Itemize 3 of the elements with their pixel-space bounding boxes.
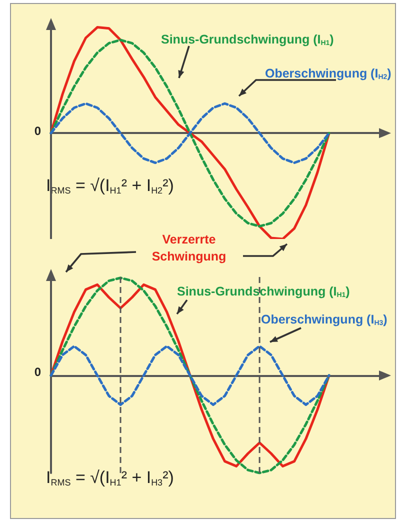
text: 0 [34,124,42,138]
series-label: Verzerrte Schwingung [152,232,226,264]
text: 0 [34,365,42,379]
